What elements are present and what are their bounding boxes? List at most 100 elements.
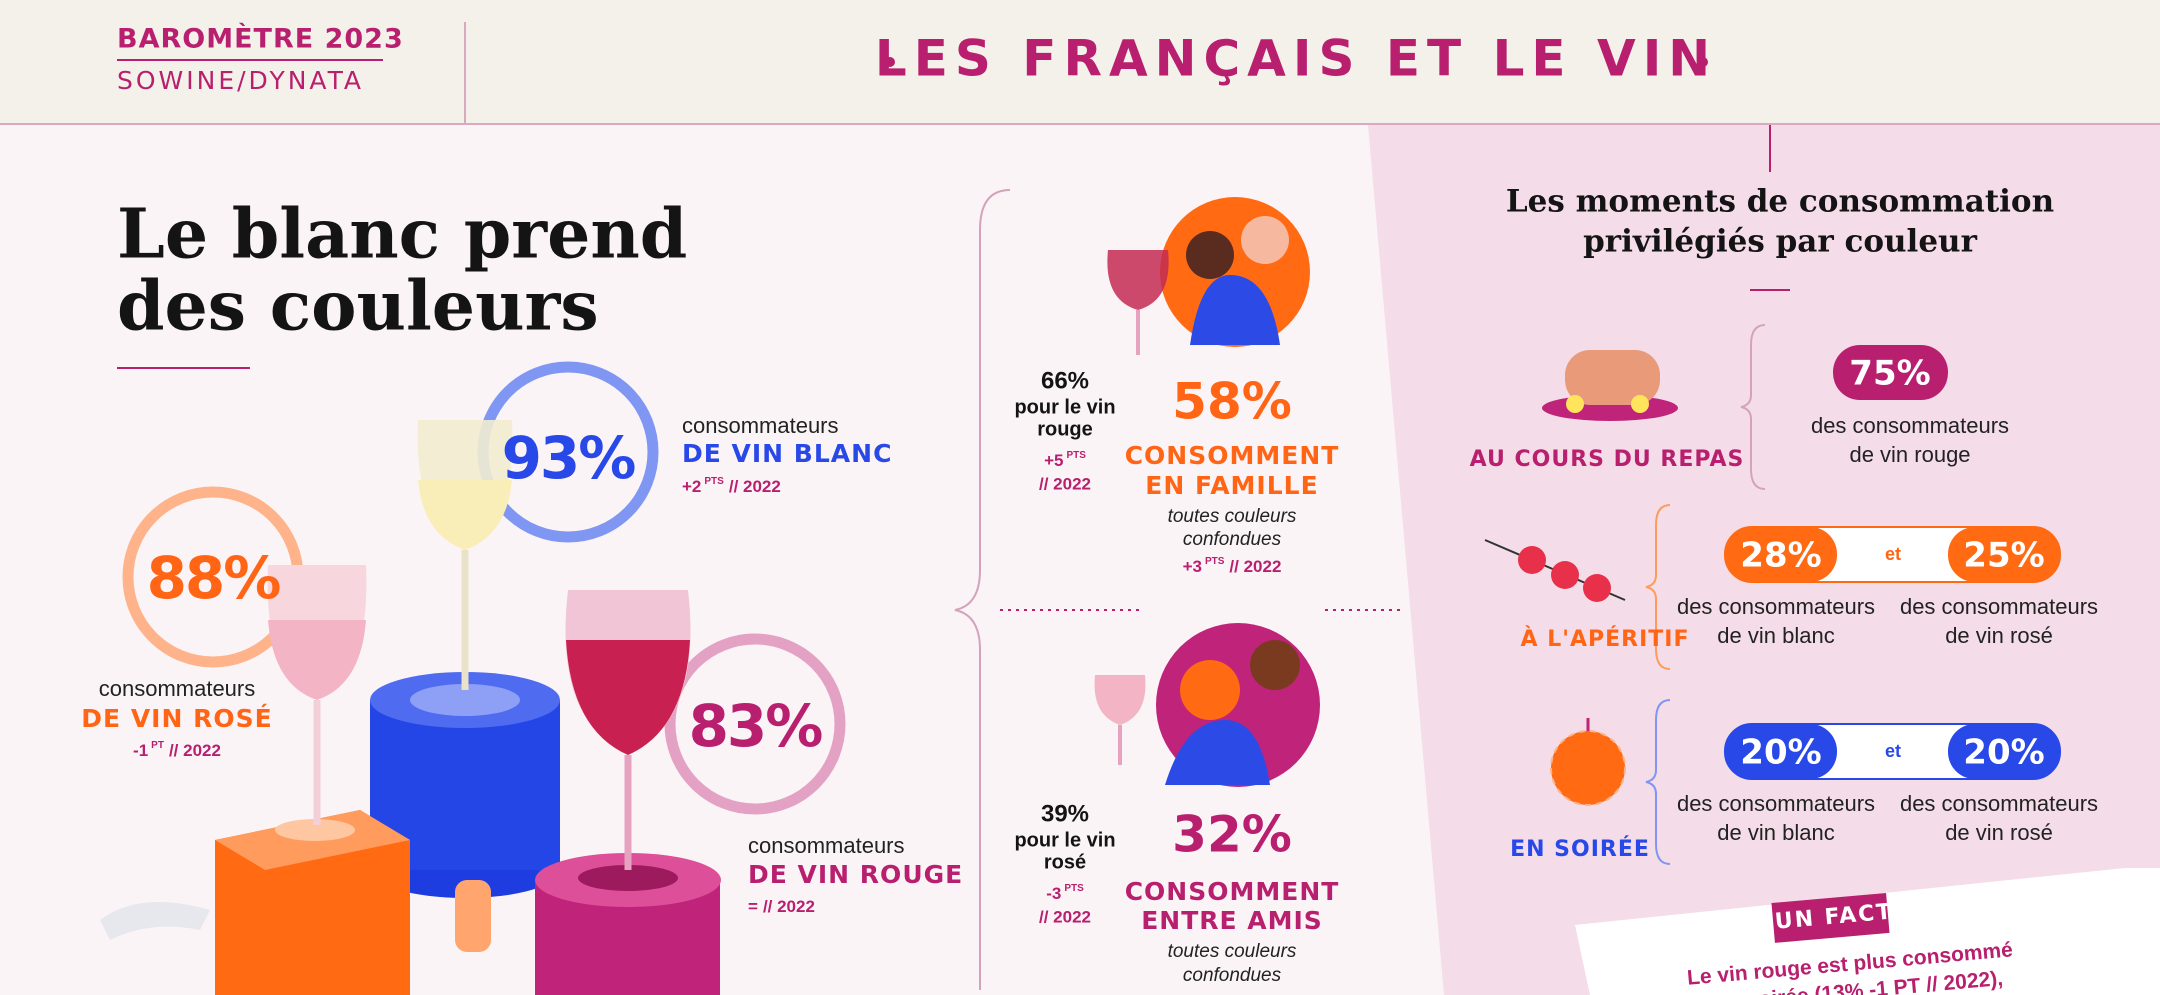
delta: -1 PT // 2022: [133, 740, 221, 761]
delta: = // 2022: [748, 897, 815, 916]
stat-label: consommateurs: [99, 676, 256, 701]
heading: des couleurs: [117, 267, 599, 347]
moments-title: privilégiés par couleur: [1583, 224, 1978, 260]
fun-tag-box: [1771, 893, 1890, 943]
face: [1241, 216, 1289, 264]
pill-value: 20%: [1963, 733, 2044, 773]
tomato: [1551, 561, 1579, 589]
share-text: des consommateurs: [1811, 413, 2009, 438]
red-glass: [1107, 250, 1169, 310]
delta: +5 PTS: [1044, 450, 1086, 471]
glass-foot: [410, 684, 520, 716]
moment-label: À L'APÉRITIF: [1521, 626, 1690, 652]
rose-wine: [268, 620, 366, 700]
delta-value: +2: [682, 477, 701, 496]
white-wine: [418, 480, 512, 550]
stat-wine: DE VIN ROSÉ: [81, 704, 272, 733]
ring-value: 83%: [689, 692, 823, 760]
delta-year: // 2022: [169, 741, 221, 760]
wine-label: rouge: [1037, 418, 1093, 440]
pill: [1725, 724, 1837, 779]
delta-unit: PTS: [1064, 883, 1084, 894]
body: [1165, 720, 1270, 785]
share: 32%: [1172, 806, 1292, 864]
wine-label: pour le vin: [1014, 829, 1115, 851]
lemon: [1631, 395, 1649, 413]
stat-label: consommateurs: [748, 833, 905, 858]
delta-value: -3: [1046, 884, 1061, 903]
pill-value: 28%: [1740, 536, 1821, 576]
glass-foot: [275, 819, 355, 841]
corkscrew: [100, 902, 210, 940]
wine-label: pour le vin: [1014, 396, 1115, 418]
pill: [1725, 527, 1837, 582]
brand: BAROMÈTRE 2023: [117, 23, 404, 55]
cork: [455, 880, 491, 952]
source: SOWINE/DYNATA: [117, 66, 364, 95]
face: [1250, 640, 1300, 690]
wine-share: 66%: [1041, 367, 1089, 394]
still-life: [100, 420, 721, 995]
note: toutes couleurs: [1168, 506, 1297, 527]
share-text: de vin blanc: [1717, 820, 1834, 845]
delta-value: -1: [133, 741, 148, 760]
ham: [1565, 350, 1660, 405]
share-text: des consommateurs: [1900, 594, 2098, 619]
wine-label: rosé: [1044, 851, 1086, 873]
note: confondues: [1183, 965, 1282, 986]
heading: Le blanc prend: [117, 195, 687, 275]
joiner: et: [1885, 544, 1901, 564]
brace: [1740, 324, 1766, 490]
glass-foot: [578, 865, 678, 891]
pill: [1948, 724, 2060, 779]
pill: [1948, 527, 2060, 582]
share-text: des consommateurs: [1677, 594, 1875, 619]
delta-unit: PTS: [704, 476, 724, 487]
moments-title: Les moments de consommation: [1506, 184, 2054, 220]
share-label: CONSOMMENT: [1125, 441, 1340, 470]
share-text: des consommateurs: [1900, 791, 2098, 816]
delta-year: // 2022: [763, 897, 815, 916]
delta-value: =: [748, 897, 758, 916]
brace: [1645, 504, 1671, 670]
title-dot: [1698, 57, 1708, 67]
delta-year: // 2022: [1039, 907, 1091, 926]
red-wine: [566, 640, 690, 755]
note: toutes couleurs: [1168, 941, 1297, 962]
wine-share: 39%: [1041, 800, 1089, 827]
delta: +2 PTS // 2022: [682, 476, 781, 497]
delta-year: // 2022: [1039, 474, 1091, 493]
note: confondues: [1183, 529, 1282, 550]
lemon: [1566, 395, 1584, 413]
share-text: de vin blanc: [1717, 623, 1834, 648]
joiner: et: [1885, 741, 1901, 761]
brace: [1645, 699, 1671, 865]
moment-label: EN SOIRÉE: [1510, 836, 1650, 862]
share-text: de vin rouge: [1849, 442, 1970, 467]
disco-ball: [1551, 731, 1625, 805]
pill-value: 25%: [1963, 536, 2044, 576]
delta-year: // 2022: [1229, 557, 1281, 576]
delta-value: +5: [1044, 451, 1063, 470]
delta-unit: PT: [151, 740, 164, 751]
face: [1186, 231, 1234, 279]
body: [1190, 275, 1280, 345]
stat-wine: DE VIN ROUGE: [748, 860, 963, 889]
tomato: [1583, 574, 1611, 602]
delta-unit: PTS: [1205, 556, 1225, 567]
delta-value: +3: [1183, 557, 1202, 576]
header-band: [0, 0, 2160, 124]
rose-glass: [1094, 675, 1146, 725]
delta-year: // 2022: [729, 477, 781, 496]
fun-tag: [1771, 893, 1890, 943]
share-text: de vin rosé: [1945, 623, 2053, 648]
stat-label: consommateurs: [682, 413, 839, 438]
texts: BAROMÈTRE 2023 SOWINE/DYNATA LES FRANÇAIS …: [81, 23, 2098, 995]
ring-value: 93%: [502, 424, 636, 492]
share: 58%: [1172, 373, 1292, 431]
delta: -3 PTS: [1046, 883, 1084, 904]
title-dot: [885, 57, 895, 67]
share-label: ENTRE AMIS: [1141, 906, 1323, 935]
